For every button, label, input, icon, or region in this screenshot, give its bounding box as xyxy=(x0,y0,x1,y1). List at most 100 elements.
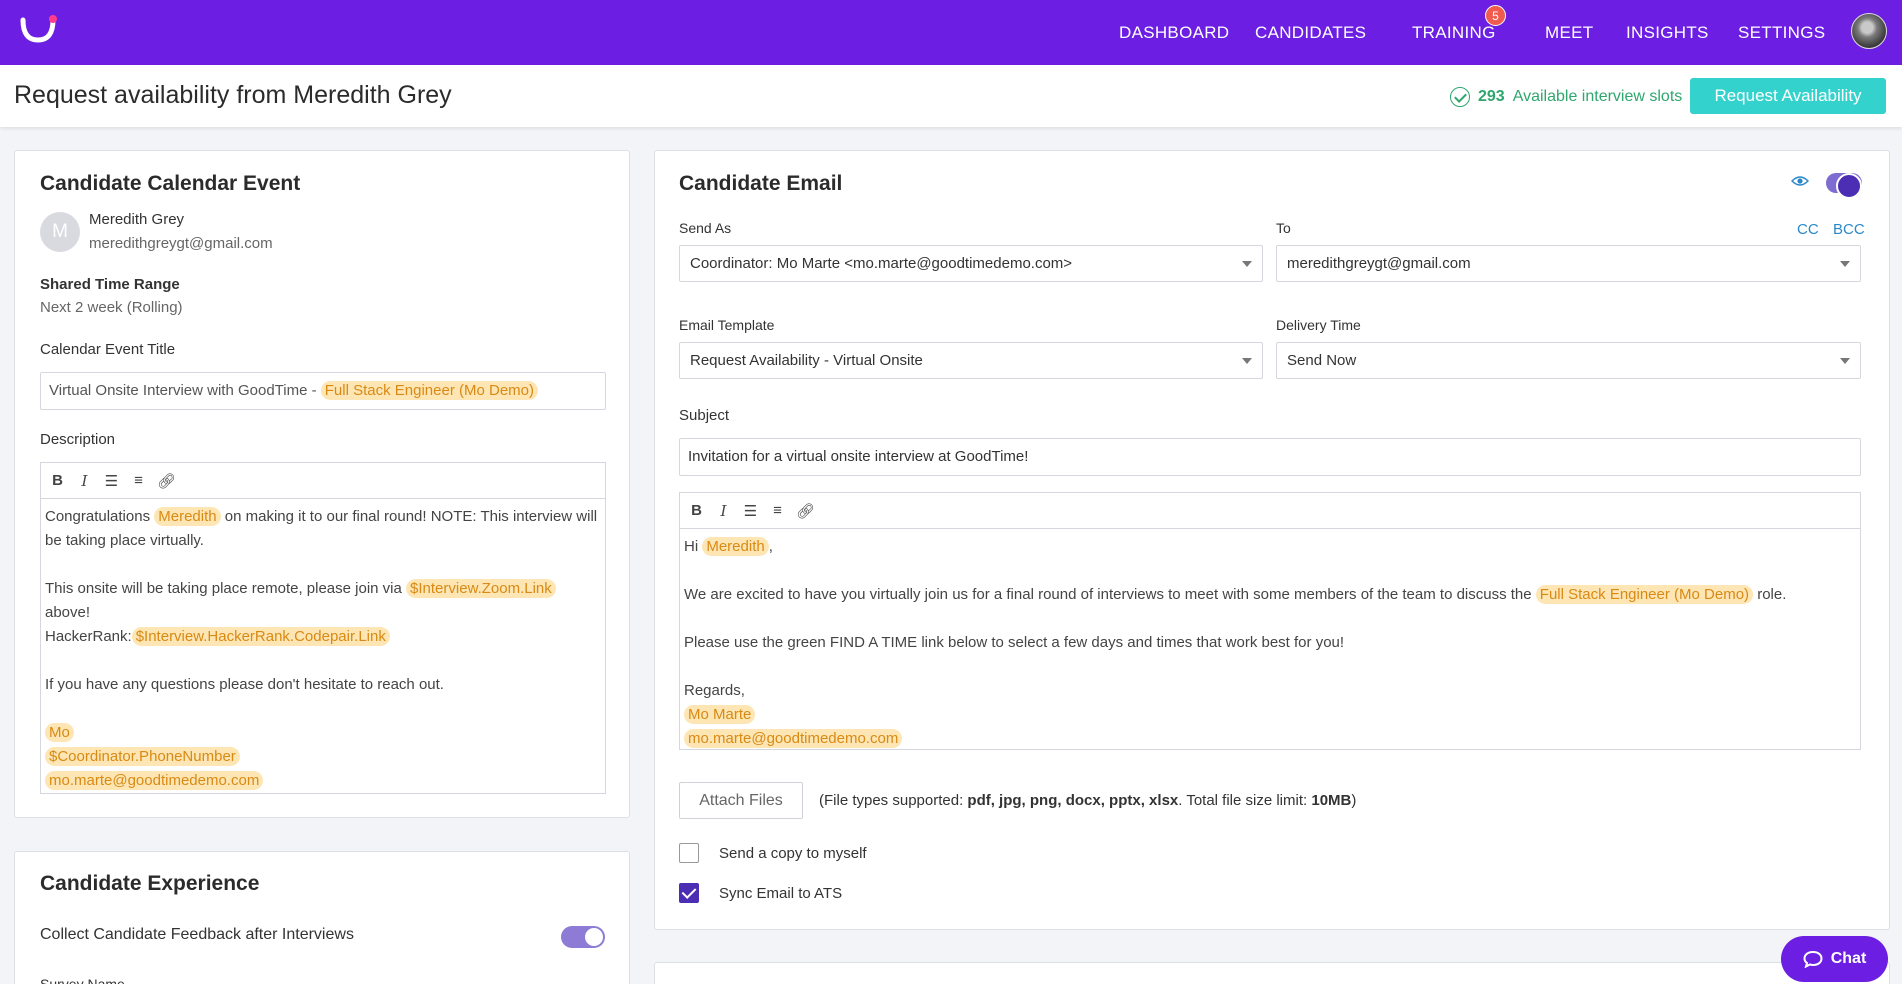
email-body-toolbar: B I ☰ ≡ 🔗︎ xyxy=(679,492,1861,528)
nav-meet[interactable]: MEET xyxy=(1545,23,1594,42)
send-copy-label: Send a copy to myself xyxy=(719,845,867,862)
survey-name-label: Survey Name xyxy=(40,976,125,984)
delivery-time-select[interactable]: Send Now xyxy=(1276,342,1861,379)
attach-files-button[interactable]: Attach Files xyxy=(679,782,803,819)
user-avatar[interactable] xyxy=(1851,13,1887,49)
bold-icon[interactable]: B xyxy=(691,502,702,519)
available-slots-indicator: 293 Available interview slots xyxy=(1450,87,1682,107)
bullet-list-icon[interactable]: ☰ xyxy=(104,472,119,490)
bullet-list-icon[interactable]: ☰ xyxy=(743,502,758,520)
send-as-value: Coordinator: Mo Marte <mo.marte@goodtime… xyxy=(690,255,1073,272)
chevron-down-icon xyxy=(1242,358,1252,364)
check-circle-icon xyxy=(1450,87,1470,107)
candidate-experience-title: Candidate Experience xyxy=(40,872,260,895)
candidate-email-card: Candidate Email Send As Coordinator: Mo … xyxy=(654,150,1890,930)
candidate-name: Meredith Grey xyxy=(89,211,185,228)
nav-candidates[interactable]: CANDIDATES xyxy=(1255,23,1367,42)
chat-button[interactable]: Chat xyxy=(1781,936,1888,982)
regards-line: Regards, xyxy=(684,682,745,699)
slots-count: 293 xyxy=(1478,88,1505,105)
candidate-avatar: M xyxy=(40,212,80,252)
coordinator-phone-token: $Coordinator.PhoneNumber xyxy=(45,747,240,766)
sync-ats-checkbox[interactable] xyxy=(679,883,699,903)
candidate-experience-card: Candidate Experience Collect Candidate F… xyxy=(14,851,630,984)
time-range-value: Next 2 week (Rolling) xyxy=(40,299,183,316)
job-title-token: Full Stack Engineer (Mo Demo) xyxy=(1535,585,1754,604)
template-value: Request Availability - Virtual Onsite xyxy=(690,352,923,369)
training-notification-badge: 5 xyxy=(1485,5,1506,26)
sync-ats-label: Sync Email to ATS xyxy=(719,885,843,902)
chevron-down-icon xyxy=(1840,261,1850,267)
coordinator-name-token: Mo xyxy=(45,723,74,742)
top-navigation: DASHBOARD CANDIDATES TRAINING 5 MEET INS… xyxy=(0,0,1902,65)
to-value: meredithgreygt@gmail.com xyxy=(1287,255,1471,272)
send-as-label: Send As xyxy=(679,220,732,236)
desc-paragraph: If you have any questions please don't h… xyxy=(45,676,444,693)
time-range-label: Shared Time Range xyxy=(40,276,180,293)
file-types-note: (File types supported: pdf, jpg, png, do… xyxy=(819,792,1357,809)
job-title-token: Full Stack Engineer (Mo Demo) xyxy=(320,381,539,400)
request-availability-button[interactable]: Request Availability xyxy=(1690,78,1886,114)
nav-insights[interactable]: INSIGHTS xyxy=(1626,23,1709,42)
template-label: Email Template xyxy=(679,317,775,333)
event-title-label: Calendar Event Title xyxy=(40,341,176,358)
chat-label: Chat xyxy=(1830,950,1867,967)
zoom-link-token: $Interview.Zoom.Link xyxy=(406,579,556,598)
delivery-value: Send Now xyxy=(1287,352,1357,369)
description-label: Description xyxy=(40,431,116,448)
desc-paragraph: This onsite will be taking place remote,… xyxy=(45,577,601,625)
send-copy-checkbox[interactable] xyxy=(679,843,699,863)
feedback-toggle[interactable] xyxy=(561,926,605,948)
email-body-editor[interactable]: Hi Meredith, We are excited to have you … xyxy=(679,528,1861,750)
coordinator-email-token: mo.marte@goodtimedemo.com xyxy=(684,729,903,748)
calendar-event-card: Candidate Calendar Event M Meredith Grey… xyxy=(14,150,630,818)
goodtime-logo-icon[interactable] xyxy=(20,14,60,44)
link-icon[interactable]: 🔗︎ xyxy=(157,472,177,490)
chevron-down-icon xyxy=(1840,358,1850,364)
candidate-email: meredithgreygt@gmail.com xyxy=(89,235,273,252)
page-header: Request availability from Meredith Grey … xyxy=(0,65,1902,127)
candidate-email-title: Candidate Email xyxy=(679,172,843,195)
candidate-name-token: Meredith xyxy=(154,507,221,526)
delivery-time-label: Delivery Time xyxy=(1276,317,1361,333)
chat-bubble-icon xyxy=(1803,950,1823,968)
page-title: Request availability from Meredith Grey xyxy=(14,81,452,109)
email-paragraph: We are excited to have you virtually joi… xyxy=(684,585,1787,604)
candidate-name-token: Meredith xyxy=(702,537,769,556)
to-label: To xyxy=(1276,220,1291,236)
coordinator-email-token: mo.marte@goodtimedemo.com xyxy=(45,771,264,790)
cc-link[interactable]: CC xyxy=(1797,221,1819,238)
numbered-list-icon[interactable]: ≡ xyxy=(134,472,143,489)
to-select[interactable]: meredithgreygt@gmail.com xyxy=(1276,245,1861,282)
nav-training[interactable]: TRAINING xyxy=(1412,23,1496,42)
send-as-select[interactable]: Coordinator: Mo Marte <mo.marte@goodtime… xyxy=(679,245,1263,282)
nav-dashboard[interactable]: DASHBOARD xyxy=(1119,23,1230,42)
feedback-label: Collect Candidate Feedback after Intervi… xyxy=(40,926,354,943)
subject-value: Invitation for a virtual onsite intervie… xyxy=(688,448,1029,465)
nav-settings[interactable]: SETTINGS xyxy=(1738,23,1826,42)
coordinator-name-token: Mo Marte xyxy=(684,705,756,724)
calendar-event-title: Candidate Calendar Event xyxy=(40,172,301,195)
link-icon[interactable]: 🔗︎ xyxy=(796,502,816,520)
preview-eye-icon[interactable] xyxy=(1791,174,1809,188)
email-template-select[interactable]: Request Availability - Virtual Onsite xyxy=(679,342,1263,379)
event-title-input[interactable]: Virtual Onsite Interview with GoodTime -… xyxy=(40,372,606,410)
event-title-text: Virtual Onsite Interview with GoodTime - xyxy=(49,382,321,399)
description-editor[interactable]: Congratulations Meredith on making it to… xyxy=(40,498,606,794)
numbered-list-icon[interactable]: ≡ xyxy=(773,502,782,519)
next-section-card xyxy=(654,962,1890,984)
email-enabled-toggle[interactable] xyxy=(1826,173,1862,199)
email-paragraph: Please use the green FIND A TIME link be… xyxy=(684,634,1345,651)
bold-icon[interactable]: B xyxy=(52,472,63,489)
chevron-down-icon xyxy=(1242,261,1252,267)
greeting-line: Hi Meredith, xyxy=(684,537,773,556)
desc-paragraph: HackerRank: $Interview.HackerRank.Codepai… xyxy=(45,625,601,649)
slots-label: Available interview slots xyxy=(1512,88,1683,105)
subject-input[interactable]: Invitation for a virtual onsite intervie… xyxy=(679,438,1861,476)
hackerrank-link-token: $Interview.HackerRank.Codepair.Link xyxy=(131,627,390,646)
italic-icon[interactable]: I xyxy=(720,501,727,520)
description-toolbar: B I ☰ ≡ 🔗︎ xyxy=(40,462,606,498)
desc-paragraph: Congratulations Meredith on making it to… xyxy=(45,507,598,549)
bcc-link[interactable]: BCC xyxy=(1833,221,1865,238)
italic-icon[interactable]: I xyxy=(81,471,88,490)
